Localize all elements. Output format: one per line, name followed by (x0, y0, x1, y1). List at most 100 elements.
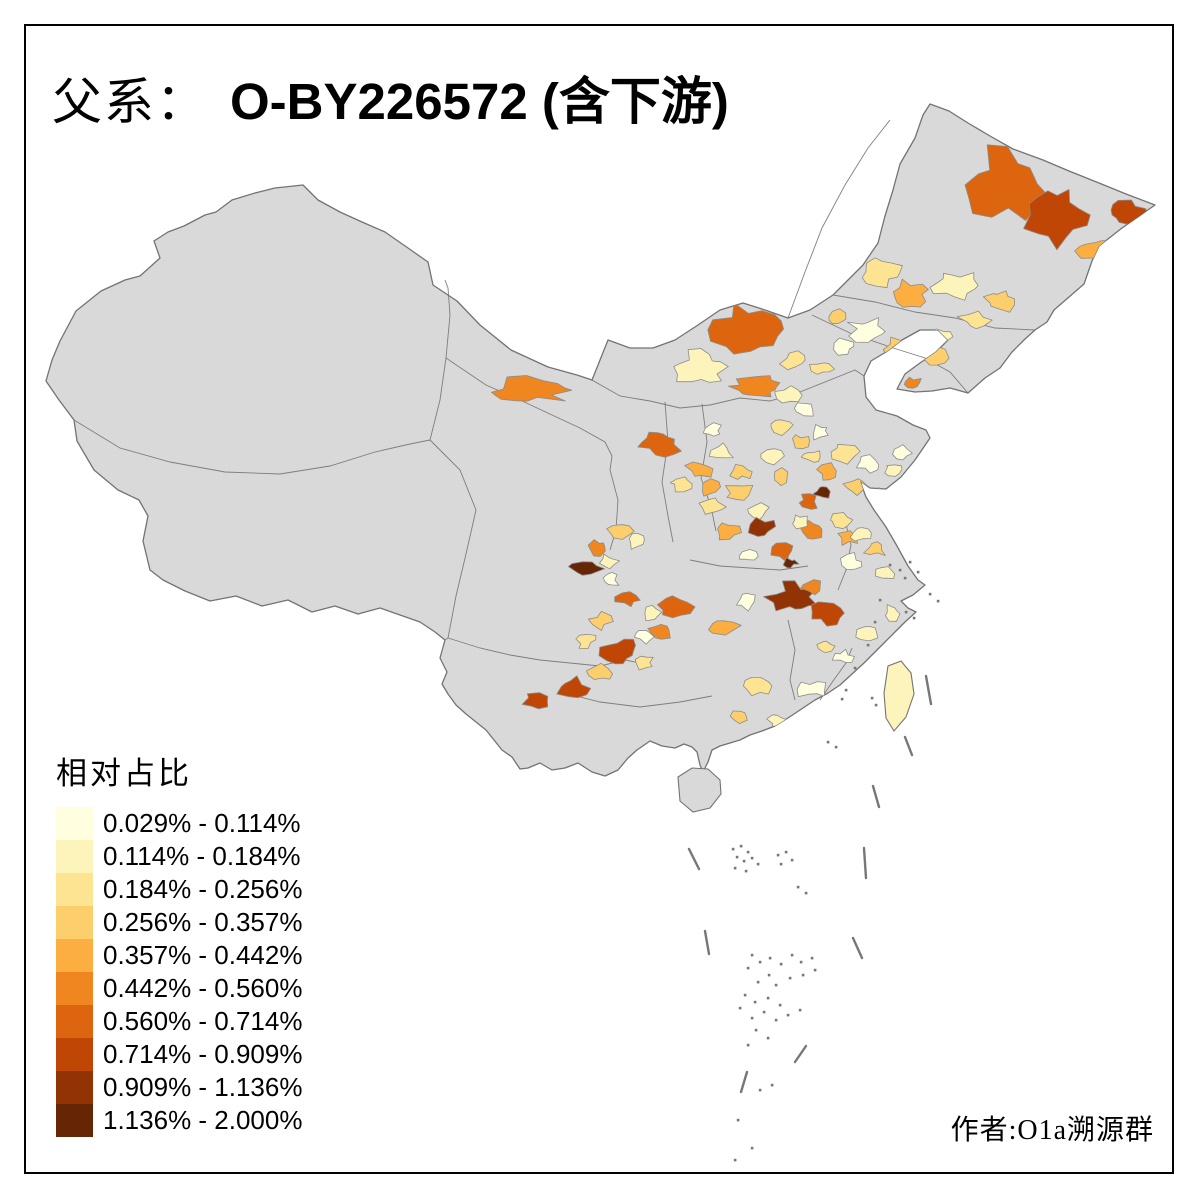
legend-row: 0.909% - 1.136% (56, 1071, 302, 1104)
map-region (556, 675, 592, 699)
map-region (903, 376, 922, 389)
map-region (738, 549, 759, 561)
page-title: 父系： O-BY226572 (含下游) (52, 60, 729, 134)
map-region (774, 467, 789, 487)
legend-swatch (56, 807, 93, 840)
map-region (846, 317, 886, 343)
map-region (893, 278, 929, 308)
legend-row: 0.114% - 0.184% (56, 840, 302, 873)
legend-label: 0.714% - 0.909% (103, 1039, 303, 1069)
map-region (828, 308, 847, 325)
map-region (884, 464, 903, 477)
legend-row: 0.029% - 0.114% (56, 807, 302, 840)
legend-swatch (56, 1038, 93, 1071)
map-region (840, 552, 863, 570)
map-region (669, 476, 693, 493)
map-region (861, 257, 903, 289)
map-region (956, 310, 993, 330)
map-region (587, 611, 614, 631)
attribution: 作者:O1a溯源群 (950, 1115, 1154, 1146)
map-region (868, 487, 892, 501)
map-region (657, 595, 696, 619)
map-region (708, 620, 742, 636)
sea-islets (731, 560, 940, 1162)
map-region (698, 497, 727, 515)
legend-rows: 0.029% - 0.114% 0.114% - 0.184% 0.184% - 0… (56, 807, 302, 1137)
legend-swatch (56, 873, 93, 906)
map-region (586, 662, 613, 680)
map-region (673, 348, 729, 383)
map-region (598, 638, 636, 665)
map-region (634, 655, 654, 671)
legend-swatch (56, 1005, 93, 1038)
map-region (628, 533, 645, 550)
legend-label: 0.442% - 0.560% (103, 973, 303, 1003)
map-region (833, 337, 855, 356)
map-region (717, 522, 742, 541)
map-region (792, 434, 810, 450)
map-region (521, 692, 549, 710)
map-region (684, 461, 714, 478)
title-prefix: 父系： (52, 74, 208, 130)
map-region (982, 290, 1015, 313)
map-region (702, 478, 721, 497)
legend-row: 0.184% - 0.256% (56, 873, 302, 906)
map-region (796, 681, 827, 697)
legend-swatch (56, 1104, 93, 1137)
legend-row: 0.357% - 0.442% (56, 939, 302, 972)
map-region (760, 448, 785, 466)
map-region (606, 524, 635, 540)
map-region (729, 710, 748, 724)
legend: 相对占比 0.029% - 0.114% 0.114% - 0.184% 0.184… (56, 748, 302, 1137)
map-region (587, 539, 606, 557)
map-region (644, 605, 663, 622)
map-region (575, 634, 597, 649)
map-region (809, 362, 835, 375)
map-region (568, 561, 605, 576)
legend-label: 1.136% - 2.000% (103, 1105, 303, 1135)
map-region (800, 450, 821, 463)
map-region (599, 553, 620, 570)
map-region (770, 419, 794, 437)
map-region (923, 346, 950, 366)
map-region (816, 462, 837, 481)
map-region (779, 350, 806, 371)
map-region (736, 593, 756, 612)
map-region (929, 272, 979, 301)
map-region (816, 640, 836, 653)
legend-row: 1.136% - 2.000% (56, 1104, 302, 1137)
legend-row: 0.256% - 0.357% (56, 906, 302, 939)
map-region (634, 630, 655, 645)
map-region (774, 385, 803, 404)
legend-label: 0.184% - 0.256% (103, 874, 303, 904)
legend-swatch (56, 840, 93, 873)
map-region (813, 424, 829, 441)
map-region (812, 486, 831, 499)
map-region (792, 514, 808, 530)
map-region (702, 422, 722, 437)
legend-label: 0.357% - 0.442% (103, 940, 303, 970)
map-region (1023, 188, 1091, 251)
map-region (830, 443, 861, 465)
map-region (831, 648, 855, 663)
legend-swatch (56, 906, 93, 939)
legend-title: 相对占比 (56, 756, 192, 791)
hainan-island (677, 767, 722, 813)
prefecture-regions (490, 144, 1150, 727)
map-region (964, 144, 1053, 221)
legend-label: 0.114% - 0.184% (103, 841, 301, 871)
map-region (800, 579, 821, 596)
map-region (708, 442, 734, 459)
map-region (798, 493, 818, 510)
map-region (782, 557, 800, 569)
map-region (729, 463, 753, 480)
title-main: O-BY226572 (含下游) (230, 73, 729, 130)
legend-row: 0.442% - 0.560% (56, 972, 302, 1005)
map-region (885, 604, 901, 622)
map-region (875, 566, 896, 579)
map-region (793, 402, 814, 417)
map-region (856, 454, 880, 474)
map-region (490, 375, 573, 402)
